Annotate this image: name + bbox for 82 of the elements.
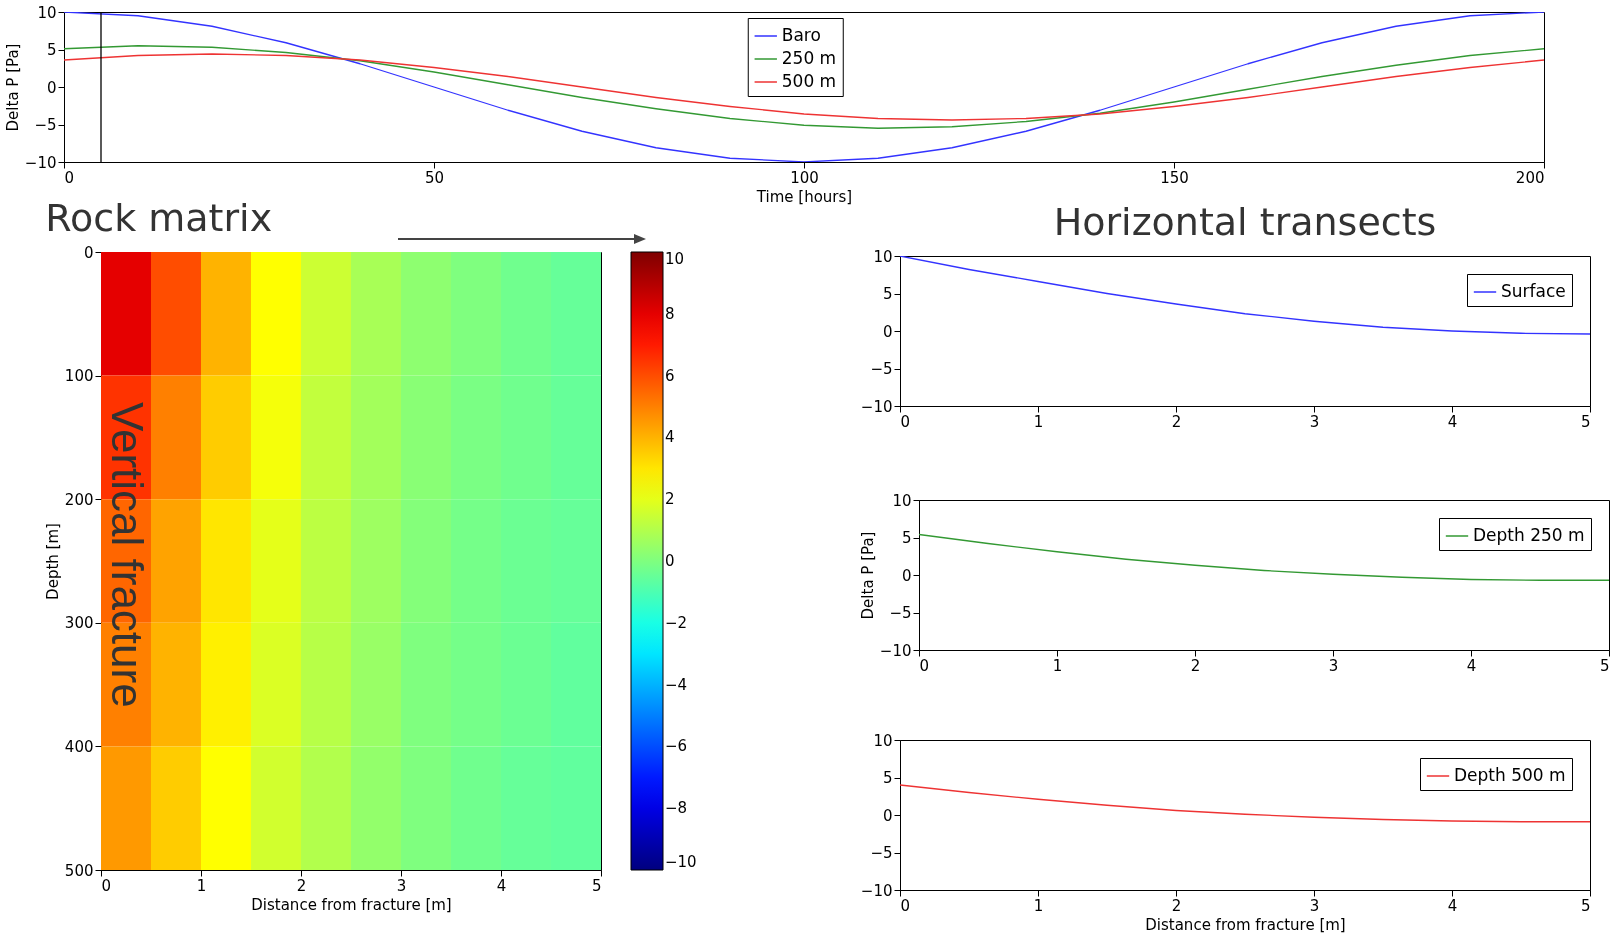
line-series	[900, 784, 1590, 823]
y-axis-title: Depth [m]	[43, 523, 62, 600]
y-tick-label: 100	[64, 367, 94, 386]
x-tick-label: 5	[1580, 896, 1591, 915]
y-tick-label: 10	[873, 247, 893, 266]
x-tick-label: 1	[1052, 656, 1063, 675]
x-tick-label: 1	[1033, 896, 1044, 915]
y-axis-title: Delta P [Pa]	[858, 531, 877, 620]
y-tick-label: 0	[882, 322, 893, 341]
color-bar-label: −4	[665, 675, 688, 694]
y-tick-label: −10	[860, 881, 893, 900]
x-tick-label: 2	[1171, 896, 1182, 915]
y-axis-title: Delta P [Pa]	[3, 43, 22, 132]
y-tick-label: −10	[879, 641, 912, 660]
x-tick-label: 2	[296, 876, 307, 895]
x-tick-label: 4	[1466, 656, 1477, 675]
legend-label: 250 m	[781, 48, 837, 68]
annotation: Vertical fracture	[103, 402, 152, 708]
color-bar-label: 0	[665, 552, 675, 570]
color-bar-label: 4	[665, 428, 675, 447]
y-tick-label: 5	[882, 285, 893, 303]
y-tick-label: 0	[46, 78, 57, 97]
x-tick-label: 150	[1160, 168, 1189, 187]
y-tick-label: 0	[83, 243, 94, 262]
x-tick-label: 3	[1309, 896, 1320, 915]
x-tick-label: 1	[1033, 412, 1044, 431]
y-tick-label: 0	[882, 806, 893, 825]
x-tick-label: 200	[1515, 168, 1545, 187]
y-tick-label: 5	[882, 769, 893, 787]
color-bar-label: 8	[665, 304, 675, 323]
y-tick-label: 10	[873, 731, 893, 750]
legend-label: 500 m	[781, 71, 837, 91]
y-tick-label: 300	[64, 614, 94, 633]
y-tick-label: 10	[892, 491, 912, 510]
color-bar-label: −8	[665, 799, 688, 818]
x-tick-label: 3	[1328, 656, 1339, 675]
x-axis-title: Distance from fracture [m]	[251, 895, 452, 914]
x-tick-label: 100	[790, 168, 819, 187]
x-tick-label: 3	[1309, 412, 1320, 431]
x-tick-label: 5	[1599, 656, 1610, 675]
chart-title: Rock matrix	[45, 196, 273, 240]
line-series	[900, 256, 1590, 335]
y-tick-label: 5	[46, 41, 57, 59]
x-tick-label: 2	[1171, 412, 1182, 431]
y-tick-label: 10	[37, 3, 57, 22]
x-tick-label: 0	[919, 656, 930, 675]
color-bar-label: −6	[665, 737, 688, 756]
y-tick-label: −5	[34, 116, 57, 134]
color-bar-label: 10	[665, 250, 685, 268]
legend-label: Depth 250 m	[1473, 525, 1585, 545]
x-tick-label: 5	[591, 876, 602, 895]
y-tick-label: −5	[870, 844, 893, 862]
color-bar-label: −10	[665, 853, 697, 871]
y-tick-label: −10	[860, 397, 893, 416]
x-tick-label: 0	[101, 876, 112, 895]
x-tick-label: 3	[396, 876, 407, 895]
chart-title: Horizontal transects	[1053, 200, 1437, 244]
line-series	[64, 53, 1544, 121]
x-tick-label: 1	[196, 876, 207, 895]
line-series	[64, 45, 1544, 129]
color-bar-label: −2	[665, 613, 688, 632]
y-tick-label: −5	[870, 360, 893, 378]
legend-label: Baro	[781, 25, 821, 45]
y-tick-label: 0	[901, 566, 912, 585]
legend-label: Depth 500 m	[1454, 765, 1566, 785]
color-bar-label: 2	[665, 490, 675, 509]
x-tick-label: 4	[496, 876, 507, 895]
y-tick-label: 5	[901, 529, 912, 547]
x-tick-label: 2	[1190, 656, 1201, 675]
x-axis-title: Distance from fracture [m]	[1145, 915, 1346, 934]
y-tick-label: −10	[24, 153, 57, 172]
y-tick-label: 200	[64, 490, 94, 509]
x-tick-label: 4	[1447, 412, 1458, 431]
x-tick-label: 50	[424, 168, 445, 187]
legend-label: Surface	[1501, 281, 1566, 301]
x-axis-title: Time [hours]	[755, 187, 853, 206]
y-tick-label: 500	[64, 861, 94, 880]
x-tick-label: 4	[1447, 896, 1458, 915]
y-tick-label: −5	[889, 604, 912, 622]
y-tick-label: 400	[64, 737, 94, 756]
x-tick-label: 5	[1580, 412, 1591, 431]
color-bar-label: 6	[665, 366, 675, 385]
